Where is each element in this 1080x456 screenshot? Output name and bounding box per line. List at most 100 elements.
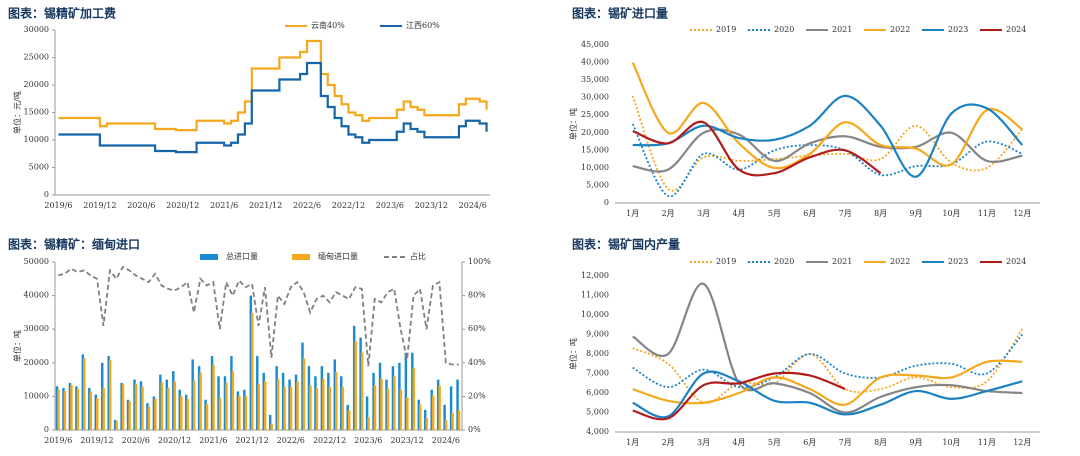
bar: [309, 385, 312, 430]
y-tick-label: 40,000: [581, 58, 609, 67]
legend-label: 2024: [1006, 25, 1026, 34]
series-line: [632, 333, 1023, 389]
x-tick-label: 2021/12: [249, 201, 282, 210]
bar: [100, 362, 104, 430]
bar: [398, 362, 401, 430]
x-tick-label: 2019/6: [44, 436, 72, 445]
bar: [128, 401, 131, 430]
bar: [262, 372, 265, 430]
y-tick-label: 50000: [24, 257, 49, 266]
y-axis-label: 单位：吨: [12, 330, 22, 362]
bar: [57, 389, 60, 430]
x-tick-label: 2020/12: [166, 201, 199, 210]
bar: [340, 376, 343, 430]
bar: [141, 386, 144, 430]
series-line: [632, 371, 846, 421]
bar: [244, 395, 248, 430]
y-tick-label: 20000: [24, 358, 49, 367]
x-tick-label: 2020/12: [158, 436, 191, 445]
bar: [107, 356, 110, 430]
x-tick-label: 2022/12: [313, 436, 346, 445]
y-axis-label: 单位：元/吨: [12, 91, 22, 134]
y-tick-label: 10,000: [581, 310, 609, 319]
y-tick-label: 30000: [24, 25, 49, 34]
bar: [186, 399, 189, 430]
bar: [424, 409, 427, 430]
x-tick-label: 6月: [803, 209, 816, 218]
bar: [204, 399, 207, 430]
bar: [231, 370, 235, 430]
bar: [296, 381, 299, 430]
x-tick-label: 10月: [942, 438, 960, 447]
legend-swatch: [292, 254, 310, 260]
bar: [256, 356, 259, 430]
legend-label: 江西60%: [406, 21, 440, 30]
y-tick-label: 11,000: [581, 291, 609, 300]
x-tick-label: 8月: [874, 209, 887, 218]
legend-swatch: [200, 254, 218, 260]
bar: [386, 388, 390, 430]
bar: [404, 352, 408, 430]
legend-label: 2020: [774, 257, 794, 266]
legend-label: 2022: [890, 257, 910, 266]
bar: [133, 379, 136, 430]
x-tick-label: 2019/12: [83, 201, 116, 210]
bar: [275, 366, 278, 430]
bar: [108, 359, 112, 430]
bar: [236, 391, 240, 430]
bar: [217, 376, 220, 430]
y2-tick-label: 0%: [468, 425, 481, 434]
x-tick-label: 2022/12: [332, 201, 365, 210]
bar: [115, 420, 118, 430]
x-tick-label: 3月: [697, 438, 710, 447]
bar: [327, 372, 330, 430]
bar: [223, 376, 227, 430]
bar: [457, 410, 461, 430]
bar: [89, 391, 93, 430]
x-tick-label: 2020/6: [127, 201, 155, 210]
y-tick-label: 0: [44, 425, 49, 434]
bar: [315, 388, 319, 430]
bar: [341, 386, 344, 430]
x-tick-label: 4月: [732, 209, 745, 218]
bar: [199, 372, 202, 430]
y-tick-label: 40000: [24, 291, 49, 300]
bar: [70, 384, 73, 430]
y2-tick-label: 20%: [468, 391, 486, 400]
bar: [167, 387, 170, 430]
y2-tick-label: 60%: [468, 324, 486, 333]
bar: [335, 372, 338, 430]
bar: [365, 396, 369, 430]
y-tick-label: 0: [44, 190, 49, 199]
bar: [192, 380, 196, 430]
bar: [359, 337, 362, 430]
series-line: [631, 62, 1023, 170]
bar: [322, 378, 325, 430]
bar: [270, 423, 273, 430]
legend-label: 云南40%: [311, 20, 345, 30]
bar: [251, 313, 254, 430]
bar: [406, 397, 409, 430]
legend-label: 2023: [948, 257, 968, 266]
bar: [160, 382, 164, 430]
x-tick-label: 3月: [697, 209, 710, 218]
y2-tick-label: 40%: [468, 358, 486, 367]
x-tick-label: 2019/12: [80, 436, 113, 445]
series-line: [632, 128, 1023, 173]
bar: [88, 388, 91, 430]
bar: [268, 414, 272, 430]
bar: [121, 384, 125, 430]
x-tick-label: 2021/6: [199, 436, 227, 445]
y-tick-label: 12,000: [581, 271, 609, 280]
y-tick-label: 25000: [24, 53, 49, 62]
bar: [263, 381, 267, 430]
bar: [230, 356, 233, 430]
bar: [159, 374, 162, 430]
chart-title: 图表：锡矿进口量: [572, 6, 668, 21]
x-tick-label: 10月: [942, 209, 960, 218]
bar: [307, 366, 311, 430]
legend-label: 2021: [832, 257, 852, 266]
bar: [75, 386, 78, 430]
